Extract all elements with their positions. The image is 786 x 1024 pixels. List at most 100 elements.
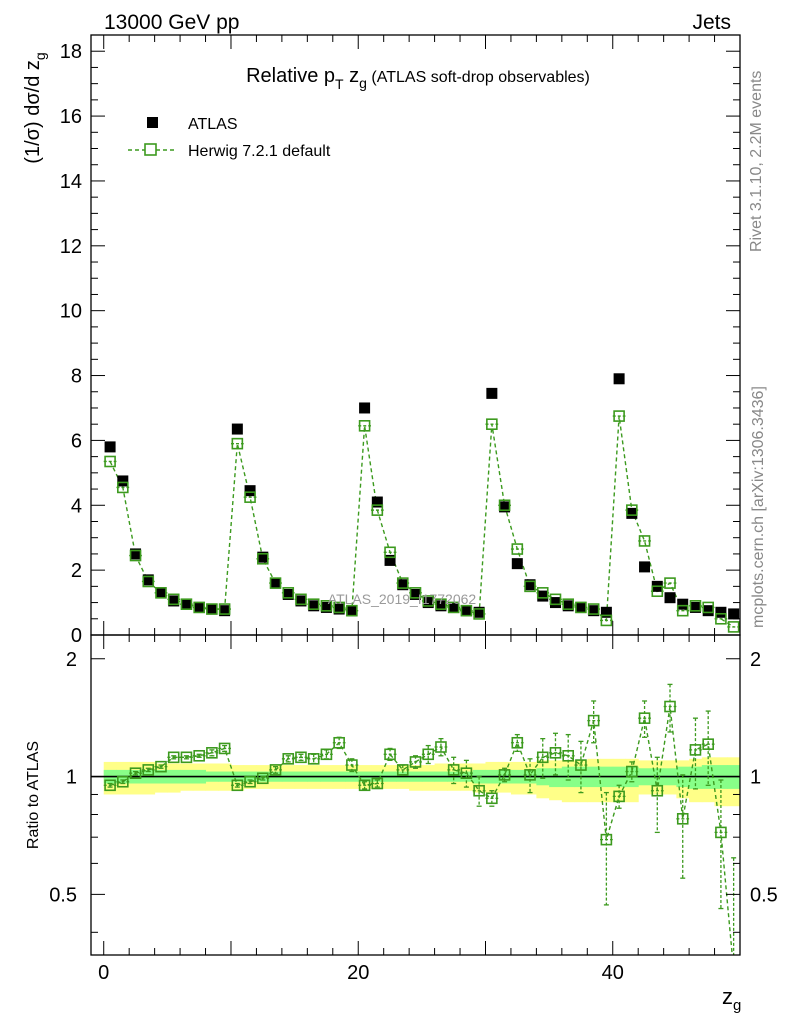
herwig-ratio-point: [486, 792, 498, 805]
atlas-point: [600, 606, 612, 618]
herwig-point: [320, 600, 333, 612]
herwig-point: [396, 577, 409, 589]
herwig-ratio-point: [575, 759, 587, 771]
atlas-point: [562, 600, 574, 612]
main-y-tick-label: 0: [71, 625, 82, 647]
herwig-point: [218, 603, 231, 615]
atlas-point: [104, 441, 116, 453]
atlas-point: [231, 423, 243, 435]
atlas-point: [677, 598, 689, 610]
legend-herwig-label: Herwig 7.2.1 default: [188, 143, 331, 160]
herwig-ratio-point: [651, 784, 664, 797]
herwig-point: [447, 601, 460, 614]
herwig-line: [109, 415, 735, 628]
atlas-point: [715, 606, 727, 618]
atlas-point: [537, 590, 549, 602]
ratio-y-axis: 0.5 0.5 1 1 2 2: [49, 649, 778, 933]
atlas-point: [410, 588, 421, 600]
atlas-point: [613, 373, 625, 385]
herwig-point: [536, 587, 549, 599]
ratio-y-tick-label: 0.5: [49, 884, 77, 906]
herwig-point: [727, 621, 740, 633]
atlas-point: [308, 600, 320, 612]
main-panel: 0 2 4 6 8 10 12 14 16 18 ATLAS_2019_I1772062 Rela…: [22, 34, 741, 647]
herwig-point: [587, 603, 600, 615]
main-y-axis: 0 2 4 6 8 10 12 14 16 18: [60, 34, 740, 647]
herwig-ratio-point: [524, 769, 536, 781]
herwig-point: [575, 601, 587, 614]
herwig-ratio-point: [498, 769, 511, 781]
herwig-point: [180, 598, 193, 610]
herwig-ratio-point: [142, 764, 155, 776]
herwig-point: [486, 418, 498, 430]
atlas-point: [626, 507, 638, 519]
ratio-y-tick-label: 2: [66, 649, 77, 671]
main-y-tick-label: 8: [71, 366, 82, 388]
herwig-ratio-point: [435, 741, 447, 753]
atlas-point: [448, 601, 460, 613]
main-y-tick-label: 10: [60, 301, 82, 323]
herwig-point: [256, 552, 269, 565]
x-tick-label: 40: [602, 962, 624, 984]
legend-herwig-marker: [144, 143, 157, 156]
herwig-point: [295, 593, 307, 606]
herwig-ratio-point: [600, 833, 613, 846]
ratio-frame: [90, 634, 741, 956]
herwig-ratio-point: [447, 764, 460, 776]
atlas-point: [524, 579, 536, 591]
chart-title: Relative pT zg (ATLAS soft-drop observab…: [246, 65, 590, 92]
herwig-point: [206, 603, 218, 615]
herwig-point: [333, 601, 345, 614]
herwig-point: [282, 587, 295, 599]
atlas-point: [130, 548, 142, 560]
legend-atlas-marker: [147, 117, 158, 128]
herwig-ratio-point: [664, 700, 676, 713]
atlas-point: [244, 485, 256, 497]
herwig-ratio-point: [371, 777, 384, 790]
herwig-point: [104, 455, 116, 468]
ratio-y-tick-label-right: 0.5: [750, 884, 778, 906]
atlas-point: [499, 501, 511, 513]
herwig-ratio-line: [109, 706, 733, 955]
x-axis-label: zg: [722, 984, 741, 1014]
x-tick-label: 20: [347, 962, 369, 984]
atlas-point: [511, 558, 523, 570]
ratio-y-tick-label-right: 2: [750, 649, 761, 671]
herwig-ratio-point: [587, 714, 600, 727]
herwig-point: [549, 593, 562, 606]
atlas-point: [473, 606, 485, 618]
atlas-point: [180, 598, 192, 610]
atlas-point: [702, 605, 714, 617]
herwig-ratio-point: [218, 742, 231, 755]
herwig-point: [358, 420, 371, 432]
herwig-ratio-point: [307, 753, 320, 765]
atlas-point: [371, 496, 383, 508]
herwig-point: [498, 499, 511, 512]
ratio-band-inner: [549, 768, 563, 788]
atlas-point: [206, 603, 218, 615]
main-y-tick-label: 6: [71, 430, 82, 452]
ratio-data-layer: [103, 683, 737, 955]
herwig-ratio-point: [422, 748, 435, 761]
herwig-ratio-point: [613, 790, 625, 803]
herwig-point: [435, 598, 447, 610]
herwig-point: [167, 593, 180, 606]
ratio-y-tick-label-right: 1: [750, 767, 761, 789]
atlas-point: [270, 577, 282, 589]
herwig-ratio-point: [562, 749, 575, 762]
herwig-ratio-point: [384, 748, 396, 761]
atlas-point: [397, 579, 409, 591]
herwig-point: [231, 437, 244, 450]
herwig-ratio-point: [104, 779, 116, 792]
atlas-point: [460, 605, 472, 617]
herwig-ratio-point: [155, 760, 167, 773]
main-x-axis: [103, 35, 741, 635]
herwig-ratio-point: [244, 775, 256, 788]
herwig-point: [638, 535, 651, 547]
herwig-ratio-point: [702, 738, 714, 750]
herwig-ratio-point: [346, 759, 358, 771]
atlas-point: [257, 551, 269, 563]
herwig-point: [702, 601, 714, 614]
atlas-point: [142, 574, 154, 586]
